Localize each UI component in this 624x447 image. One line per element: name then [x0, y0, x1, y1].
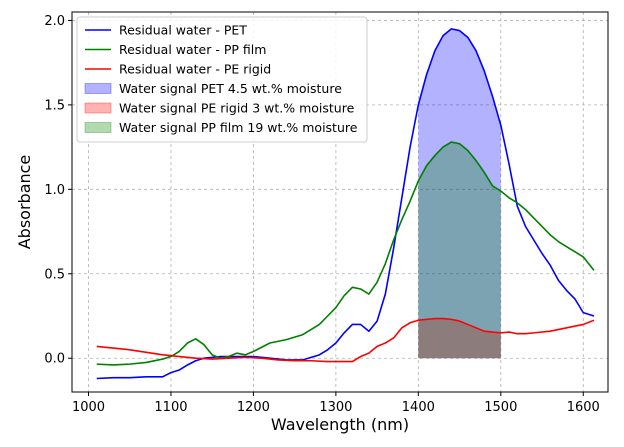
area-1 — [418, 318, 501, 359]
x-tick-label: 1500 — [484, 400, 517, 415]
axis-ticks: 1000 1100 1200 1300 1400 1500 1600 0.0 0.5 1.0 1.5… — [44, 14, 599, 415]
fill-areas — [418, 28, 501, 359]
legend-patch-swatch — [84, 122, 112, 133]
series-line-0 — [96, 28, 595, 380]
series-line-1 — [96, 141, 595, 366]
x-tick-label: 1200 — [237, 400, 270, 415]
legend-patch-swatch — [84, 83, 112, 94]
y-tick-label: 1.5 — [44, 98, 65, 113]
y-tick-label: 0.5 — [44, 267, 65, 282]
series-lines — [96, 28, 595, 380]
x-tick-label: 1600 — [567, 400, 600, 415]
legend-box — [76, 16, 368, 143]
plot-frame — [71, 11, 609, 393]
series-line-2 — [96, 317, 595, 363]
legend-patch-swatch — [84, 102, 112, 114]
x-axis-label: Wavelength (nm) — [271, 415, 409, 434]
area-0 — [418, 28, 501, 359]
legend-label: Residual water - PET — [119, 23, 247, 38]
x-tick-label: 1000 — [72, 400, 105, 415]
y-tick-label: 0.0 — [44, 352, 65, 367]
grid — [72, 12, 608, 392]
area-2 — [418, 142, 501, 359]
y-axis-label: Absorbance — [15, 155, 34, 250]
x-tick-label: 1400 — [402, 400, 435, 415]
y-tick-label: 1.0 — [44, 183, 65, 198]
legend-label: Residual water - PP film — [119, 42, 266, 57]
legend-label: Water signal PET 4.5 wt.% moisture — [119, 81, 342, 96]
x-tick-label: 1100 — [154, 400, 187, 415]
legend-label: Water signal PP film 19 wt.% moisture — [119, 120, 358, 135]
y-tick-label: 2.0 — [44, 14, 65, 29]
legend-label: Residual water - PE rigid — [119, 62, 271, 77]
legend: Residual water - PET Residual water - PP … — [76, 16, 368, 143]
legend-label: Water signal PE rigid 3 wt.% moisture — [119, 101, 355, 116]
x-tick-label: 1300 — [319, 400, 352, 415]
